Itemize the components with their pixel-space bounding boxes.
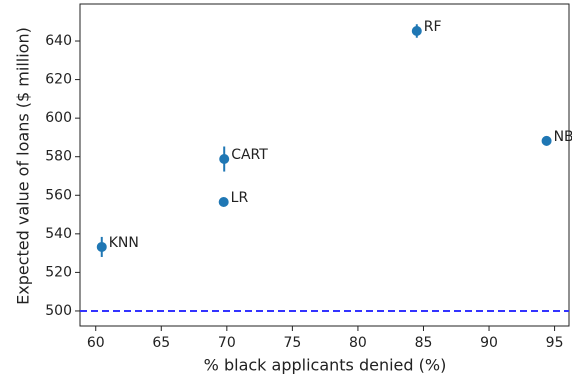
y-tick-label: 640 — [45, 33, 72, 49]
point-label: NB — [554, 129, 572, 145]
y-tick-label: 560 — [45, 187, 72, 203]
x-tick-label: 65 — [152, 335, 170, 351]
point — [541, 135, 552, 146]
x-tick-label: 80 — [349, 335, 367, 351]
point — [219, 154, 230, 165]
point — [96, 241, 107, 252]
y-tick-label: 520 — [45, 264, 72, 280]
x-tick-label: 70 — [218, 335, 236, 351]
plot-frame — [79, 3, 570, 327]
x-tick-label: 85 — [415, 335, 433, 351]
x-tick-label: 60 — [87, 335, 105, 351]
y-tick-label: 500 — [45, 303, 72, 319]
point-label: RF — [424, 19, 442, 35]
point — [218, 197, 229, 208]
point — [411, 25, 422, 36]
x-tick-label: 95 — [546, 335, 564, 351]
x-tick-label: 75 — [283, 335, 301, 351]
y-tick-label: 580 — [45, 149, 72, 165]
y-axis-label: Expected value of loans ($ million) — [14, 27, 33, 305]
x-tick-label: 90 — [480, 335, 498, 351]
y-tick-label: 620 — [45, 72, 72, 88]
point-label: CART — [231, 147, 268, 163]
x-axis-label: % black applicants denied (%) — [204, 356, 447, 375]
y-tick-label: 600 — [45, 110, 72, 126]
point-label: KNN — [109, 235, 139, 251]
y-tick-label: 540 — [45, 226, 72, 242]
point-label: LR — [231, 190, 249, 206]
